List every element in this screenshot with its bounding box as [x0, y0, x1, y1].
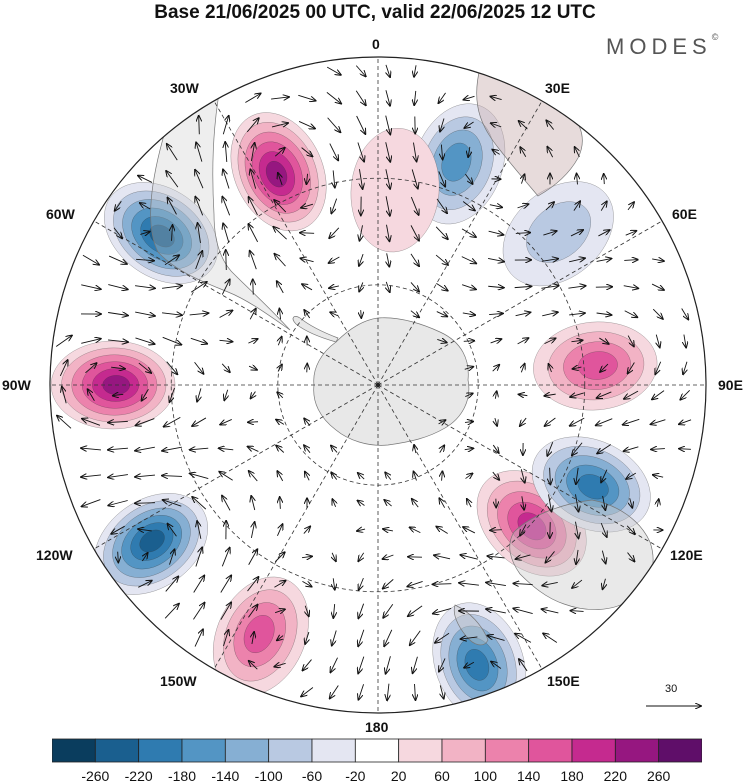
wind-vector: [300, 233, 314, 234]
lon-label-60w: 60W: [46, 206, 75, 222]
wind-vector: [135, 503, 155, 504]
lon-label-30e: 30E: [545, 80, 570, 96]
colorbar-cell: [269, 739, 312, 762]
lon-label-90e: 90E: [718, 377, 743, 393]
lon-label-0: 0: [372, 36, 380, 52]
lon-label-150e: 150E: [547, 673, 580, 689]
wind-vector: [226, 250, 227, 270]
lon-label-180: 180: [365, 719, 388, 735]
lon-label-150w: 150W: [160, 673, 197, 689]
colorbar-tick-label: -20: [345, 768, 365, 784]
colorbar-cell: [52, 739, 95, 762]
lon-label-90w: 90W: [2, 377, 31, 393]
colorbar-cell: [225, 739, 268, 762]
lon-label-120e: 120E: [670, 547, 703, 563]
colorbar-cell: [529, 739, 572, 762]
colorbar-tick-label: -100: [255, 768, 283, 784]
colorbar-tick-label: 60: [434, 768, 450, 784]
colorbar-cell: [442, 739, 485, 762]
wind-vector: [199, 116, 200, 134]
lon-label-30w: 30W: [170, 80, 199, 96]
wind-vector: [248, 422, 258, 423]
south-pole-marker: [376, 383, 380, 387]
colorbar-cell: [139, 739, 182, 762]
colorbar-tick-label: 180: [560, 768, 583, 784]
wind-vector: [604, 174, 605, 184]
colorbar-cell: [572, 739, 615, 762]
lon-label-120w: 120W: [36, 547, 73, 563]
reference-vector-label: 30: [665, 683, 677, 695]
colorbar-cell: [182, 739, 225, 762]
colorbar-cell: [615, 739, 658, 762]
colorbar-cell: [355, 739, 398, 762]
colorbar-tick-label: 260: [647, 768, 670, 784]
wind-vector: [253, 279, 254, 294]
colorbar: [52, 738, 702, 764]
wind-vector: [361, 310, 362, 318]
colorbar-cell: [659, 739, 702, 762]
colorbar-tick-label: 140: [517, 768, 540, 784]
colorbar-cell: [399, 739, 442, 762]
colorbar-tick-label: -220: [125, 768, 153, 784]
colorbar-tick-label: 220: [604, 768, 627, 784]
colorbar-tick-label: -60: [302, 768, 322, 784]
colorbar-tick-label: 20: [391, 768, 407, 784]
colorbar-tick-label: 100: [474, 768, 497, 784]
colorbar-tick-label: -260: [81, 768, 109, 784]
colorbar-tick-label: -180: [168, 768, 196, 784]
wind-vector: [464, 341, 474, 342]
lon-label-60e: 60E: [672, 206, 697, 222]
colorbar-cell: [95, 739, 138, 762]
colorbar-tick-label: -140: [211, 768, 239, 784]
colorbar-cell: [312, 739, 355, 762]
colorbar-cell: [485, 739, 528, 762]
